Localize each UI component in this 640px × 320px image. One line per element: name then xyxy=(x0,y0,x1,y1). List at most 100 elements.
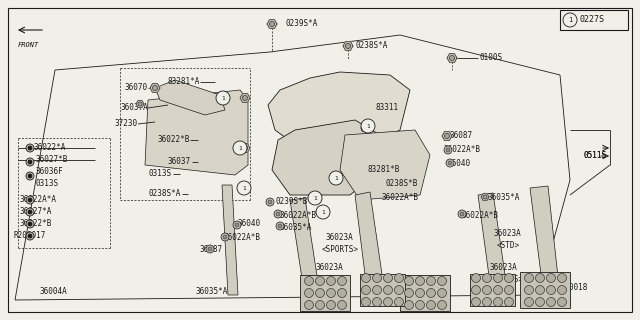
Text: 83281*A: 83281*A xyxy=(168,77,200,86)
Circle shape xyxy=(235,223,239,227)
Polygon shape xyxy=(145,90,248,175)
Circle shape xyxy=(274,210,282,218)
Circle shape xyxy=(28,198,32,202)
Circle shape xyxy=(26,158,34,166)
Circle shape xyxy=(415,300,424,309)
Bar xyxy=(560,10,628,30)
Text: 0100S: 0100S xyxy=(480,52,503,61)
Circle shape xyxy=(26,208,34,216)
Circle shape xyxy=(536,285,545,294)
Circle shape xyxy=(276,212,280,216)
Circle shape xyxy=(362,298,371,307)
Circle shape xyxy=(372,285,381,294)
Text: <STD>: <STD> xyxy=(318,275,341,284)
Circle shape xyxy=(536,274,545,283)
Circle shape xyxy=(308,191,322,205)
Circle shape xyxy=(493,285,502,294)
Text: <STD>: <STD> xyxy=(497,242,520,251)
Text: 36070: 36070 xyxy=(125,84,148,92)
Circle shape xyxy=(493,298,502,307)
Text: 36022*B: 36022*B xyxy=(20,220,52,228)
Circle shape xyxy=(305,289,314,298)
Circle shape xyxy=(438,300,447,309)
Circle shape xyxy=(363,126,367,130)
Text: 36022*B: 36022*B xyxy=(157,135,190,145)
Text: 36035*A: 36035*A xyxy=(488,193,520,202)
Text: 0238S*A: 0238S*A xyxy=(148,189,181,198)
Circle shape xyxy=(26,144,34,152)
Circle shape xyxy=(372,274,381,283)
Text: 0238S*A: 0238S*A xyxy=(355,42,387,51)
Text: 1: 1 xyxy=(366,124,370,129)
Circle shape xyxy=(557,298,566,307)
Circle shape xyxy=(337,300,346,309)
Polygon shape xyxy=(481,194,489,200)
Circle shape xyxy=(483,298,492,307)
Circle shape xyxy=(26,220,34,228)
Circle shape xyxy=(326,276,335,285)
Circle shape xyxy=(525,274,534,283)
Text: 36022A*B: 36022A*B xyxy=(462,211,499,220)
Text: 1: 1 xyxy=(321,210,325,214)
Circle shape xyxy=(383,274,392,283)
Circle shape xyxy=(362,274,371,283)
Text: 36023A: 36023A xyxy=(316,262,344,271)
Circle shape xyxy=(28,146,32,150)
Circle shape xyxy=(326,289,335,298)
Text: 36022*A: 36022*A xyxy=(33,143,65,153)
Text: 37230: 37230 xyxy=(115,118,138,127)
Circle shape xyxy=(152,85,157,91)
Circle shape xyxy=(208,247,212,251)
Text: <SPORTS>: <SPORTS> xyxy=(322,244,359,253)
Circle shape xyxy=(278,224,282,228)
Text: 36037A: 36037A xyxy=(120,102,148,111)
Text: 36040: 36040 xyxy=(447,158,470,167)
Circle shape xyxy=(525,285,534,294)
Text: R200017: R200017 xyxy=(14,231,46,241)
Circle shape xyxy=(216,91,230,105)
Circle shape xyxy=(372,298,381,307)
Circle shape xyxy=(460,212,464,216)
Circle shape xyxy=(266,198,274,206)
Circle shape xyxy=(404,300,413,309)
Polygon shape xyxy=(272,120,380,195)
Circle shape xyxy=(504,274,513,283)
Bar xyxy=(470,274,515,306)
Bar xyxy=(360,274,405,306)
Circle shape xyxy=(547,285,556,294)
Circle shape xyxy=(536,298,545,307)
Circle shape xyxy=(28,234,32,238)
Circle shape xyxy=(472,285,481,294)
Polygon shape xyxy=(355,192,385,298)
Circle shape xyxy=(276,222,284,230)
Text: 36004A: 36004A xyxy=(40,287,68,297)
Polygon shape xyxy=(268,72,410,150)
Circle shape xyxy=(269,21,275,27)
Text: 36087: 36087 xyxy=(450,132,473,140)
Circle shape xyxy=(563,13,577,27)
Polygon shape xyxy=(530,186,560,298)
Circle shape xyxy=(237,181,251,195)
Circle shape xyxy=(346,44,351,49)
Circle shape xyxy=(383,298,392,307)
Circle shape xyxy=(26,196,34,204)
Circle shape xyxy=(426,300,435,309)
Circle shape xyxy=(243,186,248,190)
Circle shape xyxy=(415,276,424,285)
Circle shape xyxy=(362,285,371,294)
Text: 1: 1 xyxy=(568,17,572,23)
Polygon shape xyxy=(240,94,250,102)
Text: 0239S*B: 0239S*B xyxy=(275,197,307,206)
Text: 0238S*B: 0238S*B xyxy=(385,180,417,188)
Circle shape xyxy=(472,298,481,307)
Circle shape xyxy=(504,298,513,307)
Circle shape xyxy=(404,276,413,285)
Circle shape xyxy=(483,195,487,199)
Circle shape xyxy=(404,289,413,298)
Circle shape xyxy=(493,274,502,283)
Circle shape xyxy=(438,276,447,285)
Text: 0313S: 0313S xyxy=(36,180,59,188)
Text: 36022A*B: 36022A*B xyxy=(280,211,317,220)
Text: 36022A*B: 36022A*B xyxy=(223,233,260,242)
Circle shape xyxy=(233,141,247,155)
